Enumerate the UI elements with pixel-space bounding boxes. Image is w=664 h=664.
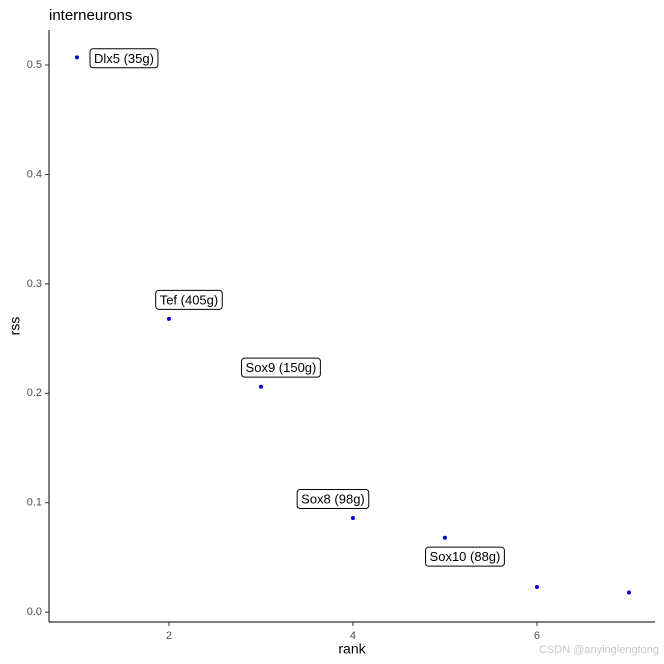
chart-title: interneurons: [49, 7, 132, 24]
watermark: CSDN @anyinglengtong: [539, 644, 659, 656]
x-tick-label: 4: [350, 630, 356, 642]
y-tick-label: 0.0: [27, 606, 42, 618]
label-box: [241, 357, 321, 378]
x-tick-label: 6: [534, 630, 540, 642]
point-label: Sox10 (88g): [430, 549, 501, 564]
label-box: [89, 48, 159, 69]
x-tick-label: 2: [166, 630, 172, 642]
y-tick-label: 0.3: [27, 278, 42, 290]
x-axis-title: rank: [338, 641, 366, 657]
point: [350, 516, 355, 521]
point-label: Tef (405g): [160, 292, 219, 307]
point: [626, 590, 631, 595]
label-box: [425, 546, 505, 567]
point-label: Sox9 (150g): [246, 360, 317, 375]
y-tick-label: 0.5: [27, 59, 42, 71]
y-tick-label: 0.1: [27, 497, 42, 509]
point: [166, 316, 171, 321]
label-box: [296, 488, 370, 509]
y-axis-title: rss: [7, 317, 23, 336]
y-tick-label: 0.2: [27, 387, 42, 399]
point: [74, 55, 79, 60]
point: [442, 535, 447, 540]
point: [534, 584, 539, 589]
y-tick-label: 0.4: [27, 168, 42, 180]
point-label: Dlx5 (35g): [94, 51, 154, 66]
point: [258, 384, 263, 389]
point-label: Sox8 (98g): [301, 491, 365, 506]
label-box: [155, 289, 223, 310]
